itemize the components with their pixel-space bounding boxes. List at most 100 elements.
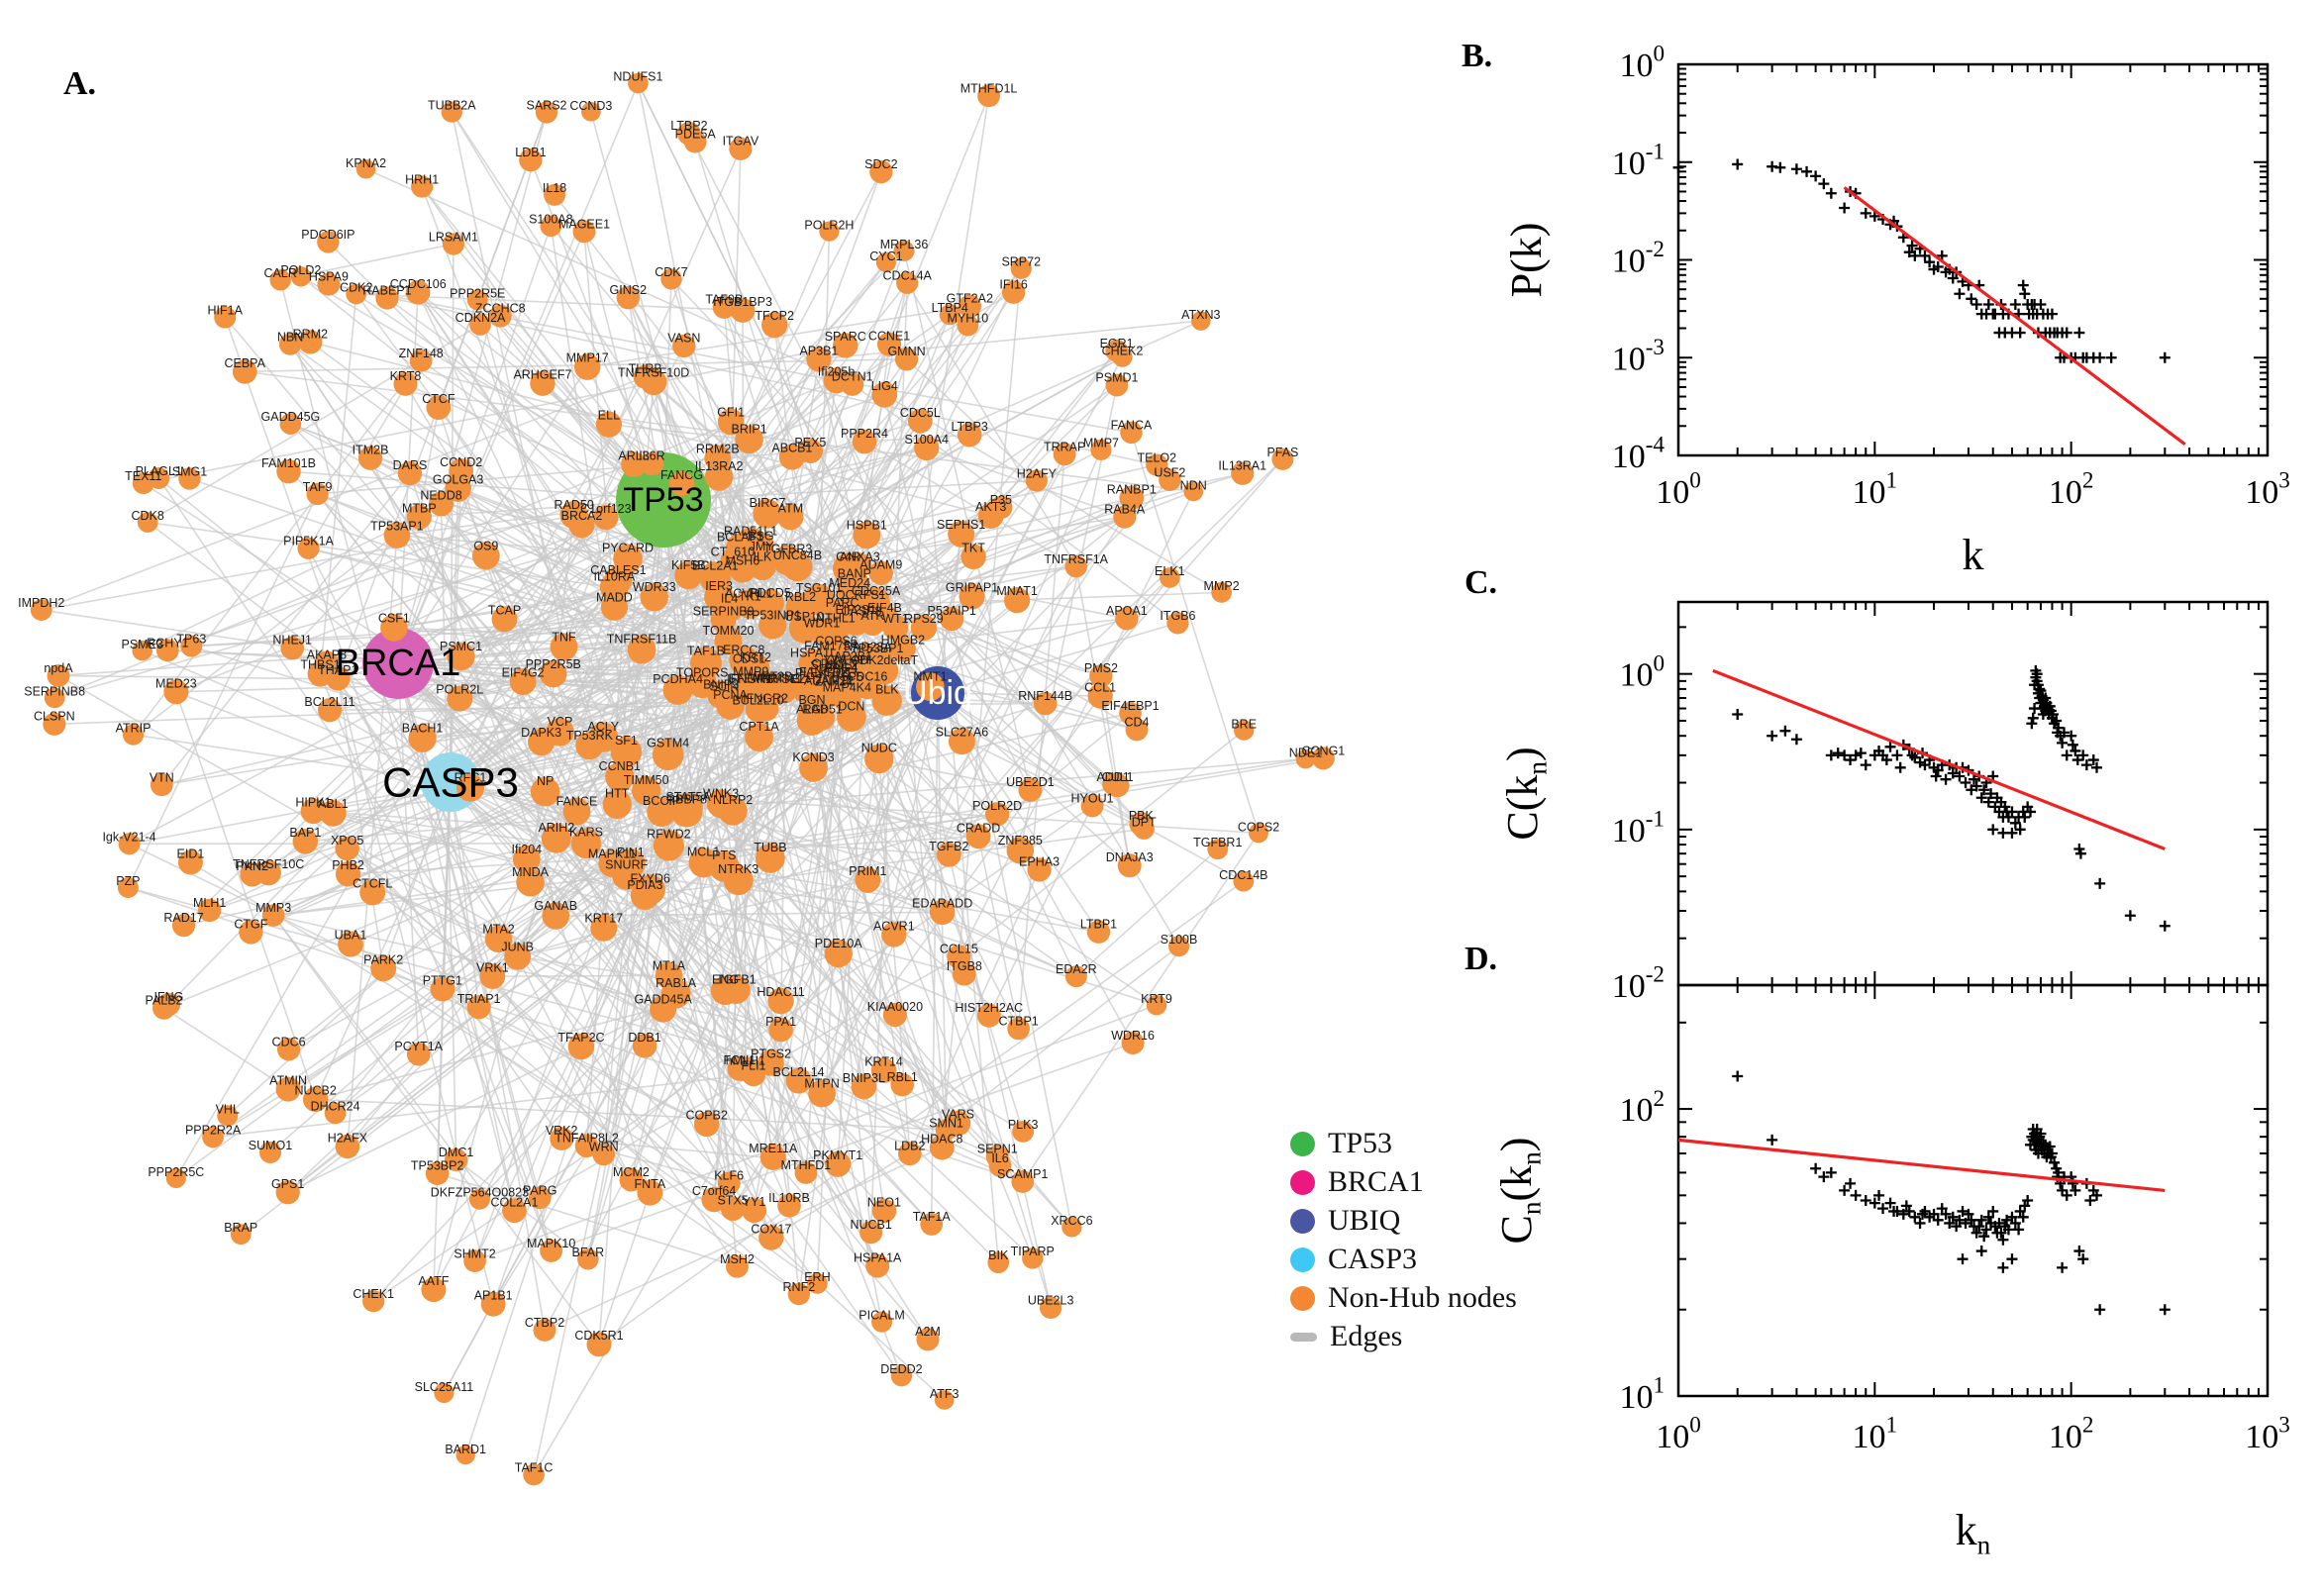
network-node-label: TELO2 [1138,450,1177,464]
network-node [550,633,578,661]
network-node-label: ACLY [587,720,619,734]
network-node-label: THAP1 [318,663,357,677]
network-node [1121,1031,1145,1055]
network-node-label: TAF9 [303,480,333,494]
network-edge [769,480,1038,859]
network-node-label: S100A8 [529,212,573,226]
network-node-label: COPS6 [815,635,857,648]
network-node-label: P53AIP1 [928,604,976,618]
network-node [319,800,347,827]
network-edge [350,943,708,1126]
network-node [567,1033,595,1060]
network-node [540,215,562,238]
network-node-label: HSPB1 [847,519,887,533]
network-node-label: hMLH1 [726,1053,765,1067]
network-node-label: TKT [961,542,985,555]
network-node [1271,448,1294,470]
scatter-point [2009,299,2021,311]
network-node-label: GADD45A [634,993,692,1007]
network-node-label: COPS2 [1238,820,1279,834]
network-node [1001,280,1026,304]
network-node [512,845,541,873]
scatter-point [2094,1304,2106,1316]
network-node-label: CDC14B [1219,868,1267,882]
network-node [590,914,618,942]
network-node-label: ATRIP [116,721,152,735]
scatter-point [2061,749,2072,761]
network-node-label: BIK [988,1248,1009,1262]
network-node [1119,485,1145,511]
network-node-label: SEPHS1 [937,518,985,532]
network-node-label: RFWD2 [647,827,690,841]
network-node [870,1057,897,1083]
network-node-label: KRT8 [390,369,422,383]
network-node [317,272,341,296]
network-node-label: TFCP2 [755,309,794,323]
network-node-label: PEX5 [794,436,826,449]
scatter-point [2094,877,2106,889]
network-node-label: CTGF [234,917,267,931]
network-node [409,349,433,372]
network-node [1025,469,1048,492]
network-node [317,698,343,723]
tick-label-exponent: 3 [2278,468,2290,494]
network-node [910,614,938,642]
network-node [255,859,281,886]
network-node-label: CPT1A [739,720,779,734]
tick-label-base: 10 [1612,968,1646,1005]
tick-label-exponent: 0 [1653,42,1665,67]
network-node-label: PIN1 [617,846,645,859]
network-node [466,995,491,1020]
network-edge [1019,384,1118,850]
network-node [1018,778,1043,802]
network-node-label: HIF1A [208,303,244,317]
network-node [1234,720,1255,741]
network-node [171,914,196,938]
network-node [1112,347,1133,367]
network-node [758,1049,784,1076]
network-node-label: WDR33 [633,580,676,594]
network-node-label: USP5 [831,670,863,684]
network-node [693,1111,720,1138]
y-tick-label: 10-4 [1612,433,1666,475]
scatter-point [2066,730,2077,742]
network-edge [544,989,727,1331]
network-node-label: ZNF148 [399,347,444,360]
network-node-label: MED23 [155,676,197,690]
network-node [132,640,152,661]
scatter-point [2013,1224,2025,1236]
network-node-label: MYST1 [762,672,804,686]
network-node-label: PDCD6IP [301,228,354,242]
network-node [393,371,418,396]
network-node [841,606,871,636]
network-node [442,233,465,255]
network-node-label: HSPA1A [854,1251,902,1265]
network-node-label: EIF4B [867,601,902,615]
scatter-point [1954,288,1966,300]
network-node-label: CCNG1 [1301,744,1345,757]
network-node [859,1221,883,1245]
scatter-point [1873,1189,1885,1201]
network-node [546,718,574,747]
network-node [1064,554,1088,578]
network-node-label: BCL2L14 [773,1065,825,1079]
network-node-label: CCND3 [569,99,612,113]
network-edge [441,503,762,558]
network-node-label: DAPK3 [521,726,561,740]
network-node-label: PCNA [713,688,748,702]
network-node-label: TGFB1 [716,973,756,987]
network-edge [326,662,739,1267]
network-nodes [30,72,1335,1486]
network-node [362,1289,385,1313]
network-node [406,504,432,530]
network-node [1167,936,1190,957]
network-node [916,672,945,701]
network-node-label: UBE2D1 [1006,775,1055,789]
scatter-point [1767,1134,1778,1146]
network-node-label: EIF2S1 [835,603,876,617]
edge-swatch-icon [1290,1332,1317,1342]
network-node-label: RRM2B [696,442,740,455]
network-node [1160,567,1180,588]
network-node-label: CDKN2A [455,311,506,325]
network-node [631,775,661,806]
